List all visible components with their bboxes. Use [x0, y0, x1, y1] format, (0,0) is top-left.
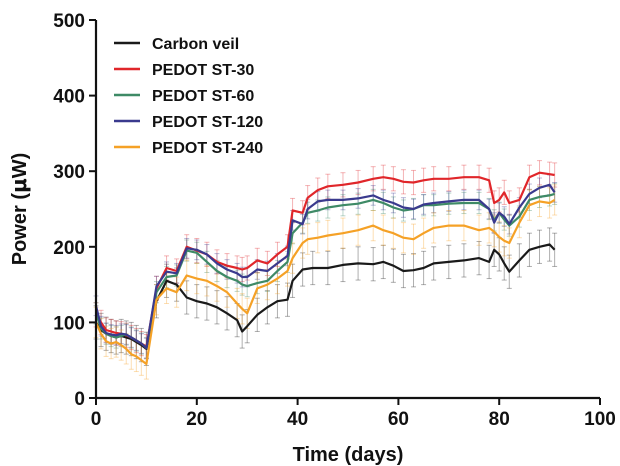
series-lines	[94, 171, 556, 366]
legend-label: PEDOT ST-240	[152, 140, 263, 157]
x-tick-label: 0	[91, 409, 102, 430]
x-tick-label: 20	[186, 409, 207, 430]
x-tick-label: 40	[287, 409, 308, 430]
y-tick-label: 300	[53, 162, 85, 183]
series-line-0	[95, 243, 556, 350]
series-line-3	[94, 183, 556, 350]
x-tick-label: 80	[489, 409, 510, 430]
y-axis-title-mu: μ	[7, 178, 31, 193]
error-bars	[93, 160, 558, 380]
y-tick-label: 400	[53, 87, 85, 108]
y-tick-label: 100	[53, 313, 85, 334]
series-line-4	[94, 198, 556, 366]
axis-ticks: 0 20 40 60 80 100 0 100 200 300 400 500	[53, 11, 616, 430]
legend: Carbon veil PEDOT ST-30 PEDOT ST-60 PEDOT S…	[114, 36, 263, 157]
legend-label: Carbon veil	[152, 36, 239, 53]
y-tick-label: 500	[53, 11, 85, 32]
x-tick-label: 60	[388, 409, 409, 430]
x-axis-title: Time (days)	[293, 444, 404, 466]
legend-label: PEDOT ST-60	[152, 88, 254, 105]
y-tick-label: 0	[74, 389, 85, 410]
y-tick-label: 200	[53, 238, 85, 259]
legend-label: PEDOT ST-120	[152, 114, 263, 131]
legend-label: PEDOT ST-30	[152, 62, 254, 79]
y-axis-title: Power (μW)	[7, 153, 31, 266]
x-tick-label: 100	[584, 409, 616, 430]
